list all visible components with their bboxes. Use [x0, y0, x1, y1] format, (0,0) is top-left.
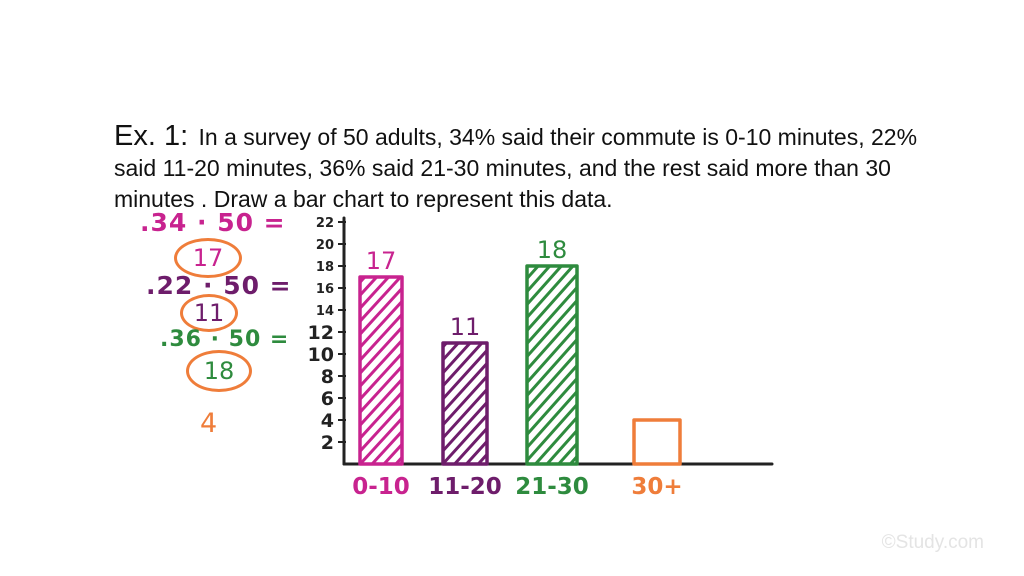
bar-hatching — [523, 166, 581, 569]
hatch-stroke — [443, 413, 487, 464]
y-tick-label: 12 — [308, 322, 334, 344]
y-tick-label: 18 — [316, 260, 334, 275]
hatch-stroke — [356, 492, 406, 547]
hatch-stroke — [527, 389, 577, 450]
x-category-label: 0-10 — [352, 474, 410, 500]
hatch-stroke — [360, 286, 402, 337]
hatch-stroke — [464, 439, 487, 464]
bar-hatching — [356, 193, 406, 560]
hatch-stroke — [527, 266, 552, 294]
hatch-stroke — [360, 325, 402, 376]
hatch-stroke — [527, 337, 577, 398]
calc-line-3: .36 · 50 = — [160, 327, 290, 352]
y-tick-label: 2 — [321, 432, 334, 454]
y-tick-label: 20 — [316, 238, 334, 253]
hatch-stroke — [527, 285, 577, 346]
hatch-stroke — [527, 311, 577, 372]
hatch-stroke — [360, 299, 402, 350]
bar-value-label: 11 — [450, 313, 481, 341]
hatch-stroke — [443, 348, 487, 402]
hatch-stroke — [443, 343, 461, 363]
x-category-label: 11-20 — [428, 474, 502, 500]
hatch-stroke — [360, 312, 402, 363]
hatch-stroke — [381, 442, 402, 464]
result-3-circled: 18 — [186, 350, 252, 392]
result-1-circled: 17 — [174, 238, 242, 278]
bar-value-label: 18 — [537, 236, 568, 264]
hatch-stroke — [443, 400, 487, 454]
problem-text: In a survey of 50 adults, 34% said their… — [114, 124, 918, 212]
bar-group-0-10 — [356, 193, 406, 560]
hatch-stroke — [527, 266, 575, 320]
bar — [441, 341, 489, 466]
hatch-stroke — [523, 166, 581, 231]
hatch-stroke — [356, 505, 406, 560]
hatch-stroke — [523, 179, 581, 244]
result-2-circled: 11 — [180, 294, 238, 332]
hatch-stroke — [439, 502, 491, 559]
calc-line-1: .34 · 50 = — [140, 208, 286, 237]
bar — [632, 418, 682, 466]
result-4: 4 — [200, 408, 219, 439]
hatch-stroke — [443, 343, 473, 376]
hatch-stroke — [452, 426, 487, 464]
hatch-stroke — [393, 455, 402, 464]
hatch-stroke — [533, 415, 577, 464]
hatch-stroke — [360, 364, 402, 415]
hatch-stroke — [360, 416, 402, 464]
hatch-stroke — [527, 363, 577, 424]
x-category-label: 21-30 — [515, 474, 589, 500]
hatch-stroke — [556, 441, 577, 464]
hatch-stroke — [360, 277, 391, 311]
problem-statement: Ex. 1: In a survey of 50 adults, 34% sai… — [114, 121, 934, 215]
hatch-stroke — [527, 266, 541, 281]
bar — [525, 264, 579, 466]
hatch-stroke — [527, 298, 577, 359]
y-tick-label: 10 — [308, 344, 334, 366]
hatch-stroke — [527, 350, 577, 411]
hatch-stroke — [523, 504, 581, 569]
x-category-label: 30+ — [631, 474, 682, 500]
hatch-stroke — [370, 429, 402, 464]
y-tick-label: 16 — [316, 282, 334, 297]
hatch-stroke — [476, 452, 487, 464]
hatch-stroke — [527, 324, 577, 385]
hatch-stroke — [527, 376, 577, 437]
hatch-stroke — [527, 402, 577, 463]
bar-value-label: 17 — [366, 247, 397, 275]
hatch-stroke — [443, 374, 487, 428]
bar-hatching — [439, 255, 491, 559]
hatch-stroke — [360, 403, 402, 454]
hatch-stroke — [443, 343, 484, 389]
y-tick-label: 6 — [321, 388, 334, 410]
hatch-stroke — [360, 377, 402, 428]
hatch-stroke — [527, 266, 564, 307]
hatch-stroke — [360, 277, 379, 298]
bar-group-11-20 — [439, 255, 491, 559]
hatch-stroke — [545, 428, 577, 464]
hatch-stroke — [360, 390, 402, 441]
y-tick-label: 14 — [316, 304, 334, 319]
y-tick-label: 22 — [316, 216, 334, 231]
hatch-stroke — [360, 338, 402, 389]
hatch-stroke — [360, 351, 402, 402]
hatch-stroke — [527, 272, 577, 333]
hatch-stroke — [360, 277, 402, 324]
watermark: ©Study.com — [881, 532, 984, 553]
bar — [358, 275, 404, 466]
hatch-stroke — [523, 491, 581, 556]
bar-group-30+ — [632, 418, 682, 466]
hatch-stroke — [443, 361, 487, 415]
y-tick-label: 8 — [321, 366, 334, 388]
bar-group-21-30 — [523, 166, 581, 569]
y-tick-label: 4 — [321, 410, 334, 432]
hatch-stroke — [356, 193, 406, 248]
hatch-stroke — [439, 255, 491, 312]
hatch-stroke — [443, 387, 487, 441]
example-label: Ex. 1: — [114, 120, 189, 152]
